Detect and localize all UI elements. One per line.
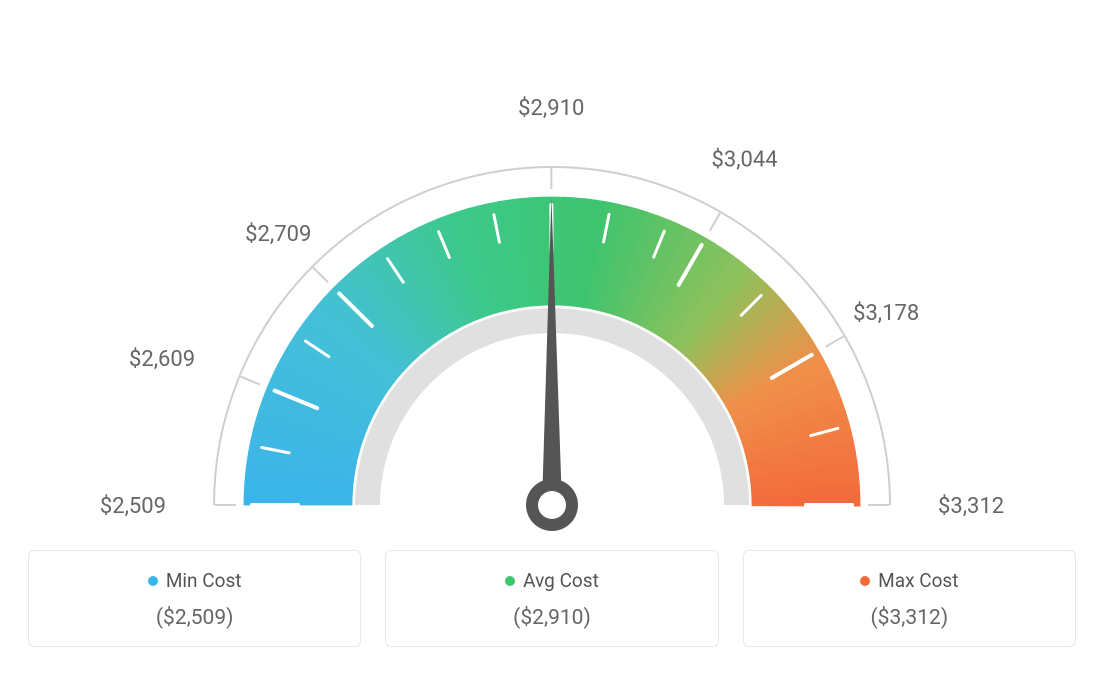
gauge-tick-label: $3,178	[853, 301, 919, 326]
gauge-tick-label: $3,044	[711, 147, 777, 172]
avg-cost-value: ($2,910)	[396, 606, 707, 630]
min-cost-label: Min Cost	[166, 569, 242, 592]
needle-base-hole	[538, 491, 566, 519]
gauge-tick-label: $3,312	[938, 494, 1004, 519]
card-label-row: Min Cost	[39, 569, 350, 592]
gauge-tick-label: $2,609	[129, 347, 195, 372]
gauge-tick-label: $2,709	[245, 222, 311, 247]
gauge-chart: $2,509 $2,609 $2,709 $2,910 $3,044 $3,178 $3,3…	[0, 0, 1104, 540]
min-dot-icon	[148, 576, 158, 586]
min-cost-card: Min Cost ($2,509)	[28, 550, 361, 647]
min-cost-value: ($2,509)	[39, 606, 350, 630]
max-cost-value: ($3,312)	[754, 606, 1065, 630]
max-cost-label: Max Cost	[878, 569, 958, 592]
summary-cards: Min Cost ($2,509) Avg Cost ($2,910) Max …	[0, 550, 1104, 647]
gauge-tick-label: $2,910	[518, 96, 584, 121]
avg-cost-label: Avg Cost	[523, 569, 599, 592]
gauge-tick-label: $2,509	[100, 494, 166, 519]
card-label-row: Avg Cost	[396, 569, 707, 592]
max-cost-card: Max Cost ($3,312)	[743, 550, 1076, 647]
avg-dot-icon	[505, 576, 515, 586]
gauge-svg: $2,509 $2,609 $2,709 $2,910 $3,044 $3,178 $3,3…	[0, 0, 1104, 540]
card-label-row: Max Cost	[754, 569, 1065, 592]
avg-cost-card: Avg Cost ($2,910)	[385, 550, 718, 647]
max-dot-icon	[860, 576, 870, 586]
